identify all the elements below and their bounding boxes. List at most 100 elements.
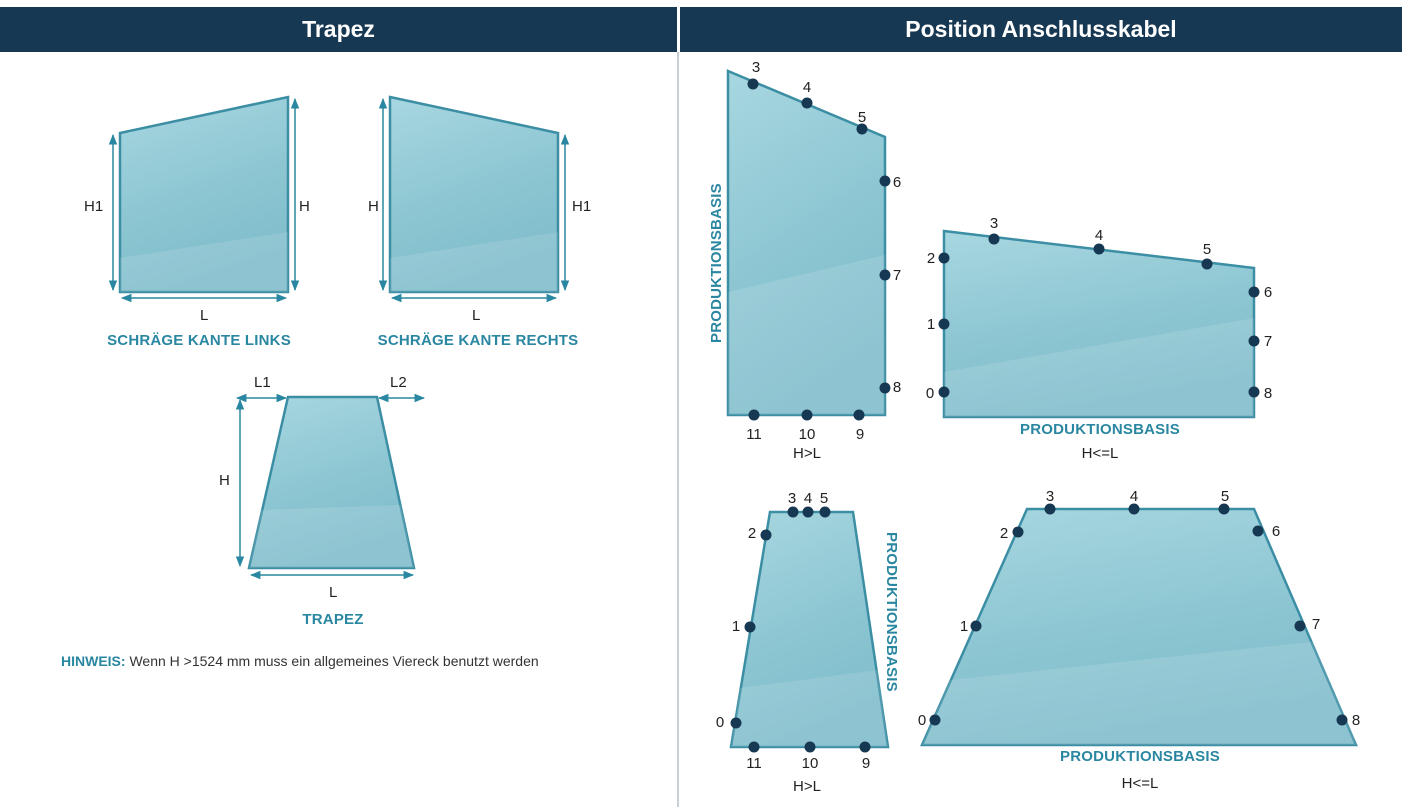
cable-position-label-3: 3 — [752, 59, 760, 76]
cable-position-label-3: 3 — [1046, 488, 1054, 505]
cable-position-dot-7 — [879, 269, 891, 281]
glass-reflection — [728, 255, 885, 415]
base-label: PRODUKTIONSBASIS — [708, 183, 725, 343]
position-wide-slanted: PRODUKTIONSBASIS H<=L 0 1 2 3 4 5 6 7 8 — [926, 215, 1272, 462]
shape-schraege-kante-links: H1 H L SCHRÄGE KANTE LINKS — [84, 95, 310, 349]
label-l: L — [329, 584, 337, 601]
cable-position-label-7: 7 — [1264, 333, 1272, 350]
shape-schraege-kante-rechts: H H1 L SCHRÄGE KANTE RECHTS — [368, 95, 591, 349]
label-l2: L2 — [390, 374, 407, 391]
cable-position-label-8: 8 — [893, 379, 901, 396]
cable-position-label-8: 8 — [1264, 385, 1272, 402]
cable-position-label-11: 11 — [746, 426, 762, 443]
cable-position-label-3: 3 — [788, 490, 796, 507]
cable-position-dot-5 — [819, 506, 831, 518]
cable-position-dot-9 — [859, 741, 871, 753]
cable-position-dot-11 — [748, 409, 760, 421]
glass-reflection — [731, 670, 888, 747]
label-h1: H1 — [572, 198, 591, 215]
cable-position-label-2: 2 — [927, 250, 935, 267]
position-tall-trapez: PRODUKTIONSBASIS H>L 0 1 2 3 4 5 9 10 11 — [716, 490, 900, 795]
glass-panel — [920, 507, 1358, 747]
cable-position-label-10: 10 — [799, 426, 816, 443]
cable-position-dot-4 — [802, 506, 814, 518]
top-margin — [0, 0, 1402, 7]
cable-position-dot-9 — [853, 409, 865, 421]
glass-panel — [726, 69, 887, 417]
cable-position-dot-3 — [1044, 503, 1056, 515]
cable-position-dot-3 — [747, 78, 759, 90]
cable-position-label-1: 1 — [732, 618, 740, 635]
cable-position-label-7: 7 — [1312, 616, 1320, 633]
cable-position-label-7: 7 — [893, 267, 901, 284]
caption-schraege-rechts: SCHRÄGE KANTE RECHTS — [378, 332, 579, 349]
cable-position-dot-10 — [804, 741, 816, 753]
cable-position-label-2: 2 — [748, 525, 756, 542]
cable-position-dot-8 — [1336, 714, 1348, 726]
cable-position-dot-3 — [787, 506, 799, 518]
cable-position-dot-2 — [760, 529, 772, 541]
note-text: Wenn H >1524 mm muss ein allgemeines Vie… — [125, 653, 539, 669]
cable-position-label-5: 5 — [1203, 241, 1211, 258]
glass-reflection — [120, 232, 288, 292]
cable-position-label-1: 1 — [960, 618, 968, 635]
column-divider — [677, 52, 679, 807]
glass-panel — [942, 229, 1256, 419]
condition-label: H>L — [793, 445, 821, 462]
cable-position-label-11: 11 — [746, 755, 762, 772]
cable-position-dot-1 — [938, 318, 950, 330]
position-tall-slanted: PRODUKTIONSBASIS H>L 3 4 5 6 7 8 9 10 11 — [708, 59, 901, 462]
cable-position-dot-5 — [1201, 258, 1213, 270]
cable-position-label-4: 4 — [803, 79, 811, 96]
cable-position-label-4: 4 — [1130, 488, 1138, 505]
glass-reflection — [249, 505, 414, 568]
cable-position-dot-1 — [970, 620, 982, 632]
caption-schraege-links: SCHRÄGE KANTE LINKS — [107, 332, 291, 349]
glass-reflection — [944, 318, 1254, 417]
label-h: H — [368, 198, 379, 215]
cable-position-dot-7 — [1294, 620, 1306, 632]
cable-position-label-0: 0 — [926, 385, 934, 402]
label-h1: H1 — [84, 198, 103, 215]
cable-position-label-6: 6 — [1264, 284, 1272, 301]
shape-trapez: L1 L2 H L TRAPEZ — [219, 374, 426, 628]
cable-position-dot-3 — [988, 233, 1000, 245]
cable-position-dot-4 — [801, 97, 813, 109]
cable-position-dot-6 — [1252, 525, 1264, 537]
cable-position-label-4: 4 — [804, 490, 812, 507]
label-h: H — [219, 472, 230, 489]
label-l: L — [200, 307, 208, 324]
cable-position-dot-8 — [879, 382, 891, 394]
condition-label: H<=L — [1082, 445, 1119, 462]
cable-position-label-5: 5 — [820, 490, 828, 507]
cable-position-dot-1 — [744, 621, 756, 633]
cable-position-dot-11 — [748, 741, 760, 753]
cable-position-label-9: 9 — [856, 426, 864, 443]
cable-position-label-0: 0 — [716, 714, 724, 731]
cable-position-label-5: 5 — [858, 109, 866, 126]
label-h: H — [299, 198, 310, 215]
caption-trapez: TRAPEZ — [302, 611, 363, 628]
cable-position-dot-6 — [879, 175, 891, 187]
glass-reflection — [390, 232, 558, 292]
cable-position-dot-0 — [938, 386, 950, 398]
cable-position-label-3: 3 — [990, 215, 998, 232]
condition-label: H<=L — [1122, 775, 1159, 792]
glass-panel — [247, 395, 416, 570]
cable-position-label-9: 9 — [862, 755, 870, 772]
base-label: PRODUKTIONSBASIS — [883, 532, 900, 692]
cable-position-dot-2 — [1012, 526, 1024, 538]
cable-position-label-2: 2 — [1000, 525, 1008, 542]
header-position-anschlusskabel: Position Anschlusskabel — [680, 7, 1402, 52]
cable-position-label-0: 0 — [918, 712, 926, 729]
glass-reflection — [922, 640, 1356, 745]
glass-panel — [118, 95, 290, 294]
glass-panel — [388, 95, 560, 294]
cable-position-label-5: 5 — [1221, 488, 1229, 505]
base-label: PRODUKTIONSBASIS — [1020, 421, 1180, 438]
cable-position-label-1: 1 — [927, 316, 935, 333]
cable-position-dot-4 — [1128, 503, 1140, 515]
cable-position-dot-6 — [1248, 286, 1260, 298]
position-wide-trapez: PRODUKTIONSBASIS H<=L 0 1 2 3 4 5 6 7 8 — [918, 488, 1360, 792]
condition-label: H>L — [793, 778, 821, 795]
